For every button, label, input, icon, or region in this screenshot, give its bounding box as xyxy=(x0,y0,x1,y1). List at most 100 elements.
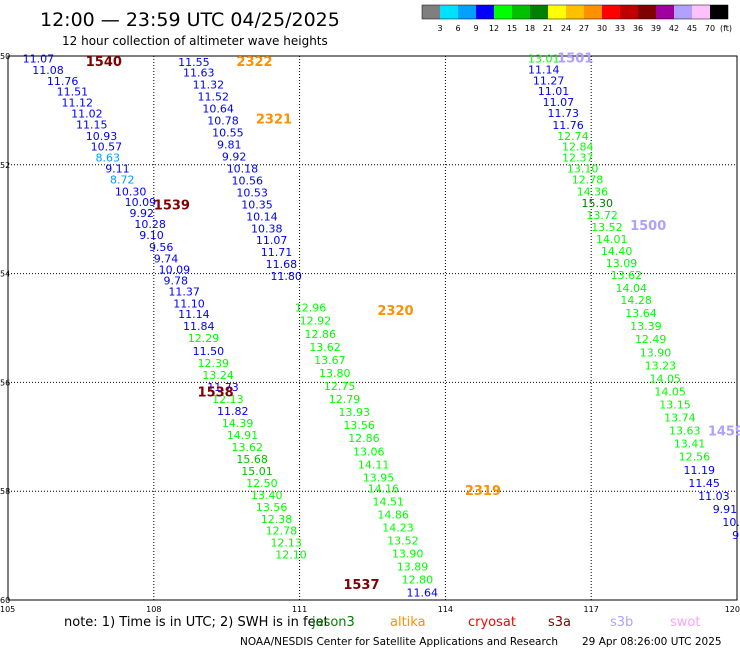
wave-height-label: 10.09 xyxy=(125,196,157,209)
wave-height-label: 11.12 xyxy=(61,97,93,110)
x-tick-label: 105 xyxy=(0,605,15,614)
colorbar-swatch xyxy=(602,5,620,19)
wave-height-label: 11.10 xyxy=(173,297,205,310)
wave-height-label: 11.50 xyxy=(193,345,225,358)
wave-height-label: 12.79 xyxy=(329,393,361,406)
colorbar-swatch xyxy=(620,5,638,19)
wave-height-label: 13.93 xyxy=(338,406,370,419)
colorbar-swatch xyxy=(584,5,602,19)
wave-height-label: 11.45 xyxy=(688,477,720,490)
wave-height-label: 13.89 xyxy=(397,561,429,574)
wave-height-label: 12.96 xyxy=(295,302,327,315)
colorbar-label: 30 xyxy=(597,24,607,33)
pass-number-label: 2321 xyxy=(256,112,292,127)
pass-number-label: 1459 xyxy=(708,425,740,440)
pass-number-label: 2319 xyxy=(465,484,501,499)
wave-height-label: 9.74 xyxy=(154,253,179,266)
pass-labels: 1540 1539 1538 1537 2322 2321 2320 2319 1501 1500… xyxy=(86,52,740,594)
wave-height-label: 12.84 xyxy=(562,141,594,154)
y-tick-label: 60 xyxy=(0,596,10,605)
wave-height-label: 12.78 xyxy=(572,173,604,186)
wave-height-label: 13.63 xyxy=(669,425,701,438)
wave-height-label: 12.29 xyxy=(188,332,220,345)
wave-height-label: 9.81 xyxy=(217,138,242,151)
wave-height-label: 12.74 xyxy=(557,130,589,143)
wave-height-label: 14.04 xyxy=(616,282,648,295)
plot-frame xyxy=(7,55,738,601)
wave-height-label: 12.39 xyxy=(198,357,230,370)
wave-height-label: 14.11 xyxy=(358,458,390,471)
wave-height-label: 10.56 xyxy=(232,174,264,187)
wave-height-label: 8.63 xyxy=(95,152,120,165)
colorbar-label: 36 xyxy=(633,24,643,33)
footer-note: note: 1) Time is in UTC; 2) SWH is in fe… xyxy=(64,615,329,630)
wave-height-label: 13.01 xyxy=(528,53,560,66)
x-tick-label: 108 xyxy=(146,605,161,614)
wave-height-label: 11.73 xyxy=(547,107,579,120)
colorbar-swatch xyxy=(566,5,584,19)
colorbar-swatch xyxy=(656,5,674,19)
chart-subtitle: 12 hour collection of altimeter wave hei… xyxy=(62,34,328,48)
wave-height-label: 13.95 xyxy=(363,471,395,484)
wave-height-label: 13.24 xyxy=(202,369,234,382)
wave-height-label: 11.15 xyxy=(76,118,108,131)
x-tick-label: 114 xyxy=(438,605,453,614)
wave-height-label: 8.72 xyxy=(110,173,135,186)
wave-height-label: 13.74 xyxy=(664,412,696,425)
wave-height-label: 10.55 xyxy=(212,127,244,140)
wave-height-label: 13.56 xyxy=(343,419,375,432)
wave-height-label: 13.90 xyxy=(640,346,672,359)
wave-height-label: 11.14 xyxy=(178,308,210,321)
colorbar-swatch xyxy=(440,5,458,19)
wave-height-label: 11.19 xyxy=(684,464,716,477)
wave-height-label: 12.50 xyxy=(246,477,278,490)
wave-height-label: 14.28 xyxy=(620,294,652,307)
wave-height-label: 14.39 xyxy=(222,417,254,430)
wave-height-label: 13.06 xyxy=(353,445,385,458)
pass-number-label: 1501 xyxy=(557,52,593,67)
wave-height-label: 14.16 xyxy=(368,482,400,495)
wave-height-label: 10.14 xyxy=(246,210,278,223)
wave-height-label: 13.52 xyxy=(591,221,623,234)
colorbar-label: 42 xyxy=(669,24,679,33)
wave-height-label: 10.18 xyxy=(227,162,259,175)
colorbar-label: 70 xyxy=(705,24,715,33)
wave-height-label: 10.53 xyxy=(236,186,267,199)
colorbar-swatch xyxy=(476,5,494,19)
satellite-legend-cryosat: cryosat xyxy=(468,615,516,630)
wave-height-label: 11.63 xyxy=(183,67,215,80)
wave-height-label: 12.80 xyxy=(402,574,434,587)
wave-height-label: 13.10 xyxy=(567,162,599,175)
wave-height-label: 10.7 xyxy=(722,516,740,529)
wave-height-label: 11.37 xyxy=(168,285,200,298)
axis-ticks: 105 108 111 114 117 120 50 52 54 56 58 60 xyxy=(0,52,740,614)
wave-height-label: 12.10 xyxy=(275,549,307,562)
wave-height-label: 14.23 xyxy=(382,521,414,534)
colorbar-swatch xyxy=(458,5,476,19)
wave-height-label: 11.76 xyxy=(47,75,79,88)
wave-height-label: 11.71 xyxy=(261,246,293,259)
wave-height-label: 10.30 xyxy=(115,185,147,198)
colorbar-label: 18 xyxy=(525,24,535,33)
wave-height-label: 11.14 xyxy=(528,63,560,76)
wave-height-label: 13.15 xyxy=(659,399,691,412)
wave-height-label: 13.52 xyxy=(387,535,419,548)
wave-height-label: 11.51 xyxy=(57,86,89,99)
wave-height-label: 13.09 xyxy=(606,257,638,270)
wave-height-label: 10.28 xyxy=(134,218,166,231)
colorbar-swatch xyxy=(422,5,440,19)
wave-height-label: 11.82 xyxy=(217,405,249,418)
colorbar-unit: (ft) xyxy=(720,24,732,33)
colorbar-swatch xyxy=(674,5,692,19)
colorbar-swatch xyxy=(638,5,656,19)
wave-height-label: 14.01 xyxy=(596,233,628,246)
wave-height-label: 12.56 xyxy=(679,451,711,464)
wave-height-label: 11.55 xyxy=(178,56,210,69)
pass-number-label: 1537 xyxy=(343,578,379,593)
wave-height-label: 13.67 xyxy=(314,354,346,367)
wave-height-label: 11.84 xyxy=(183,320,215,333)
wave-height-label: 11.07 xyxy=(543,96,575,109)
x-tick-label: 117 xyxy=(584,605,599,614)
colorbar-label: 45 xyxy=(687,24,697,33)
wave-height-label: 12.13 xyxy=(270,537,302,550)
